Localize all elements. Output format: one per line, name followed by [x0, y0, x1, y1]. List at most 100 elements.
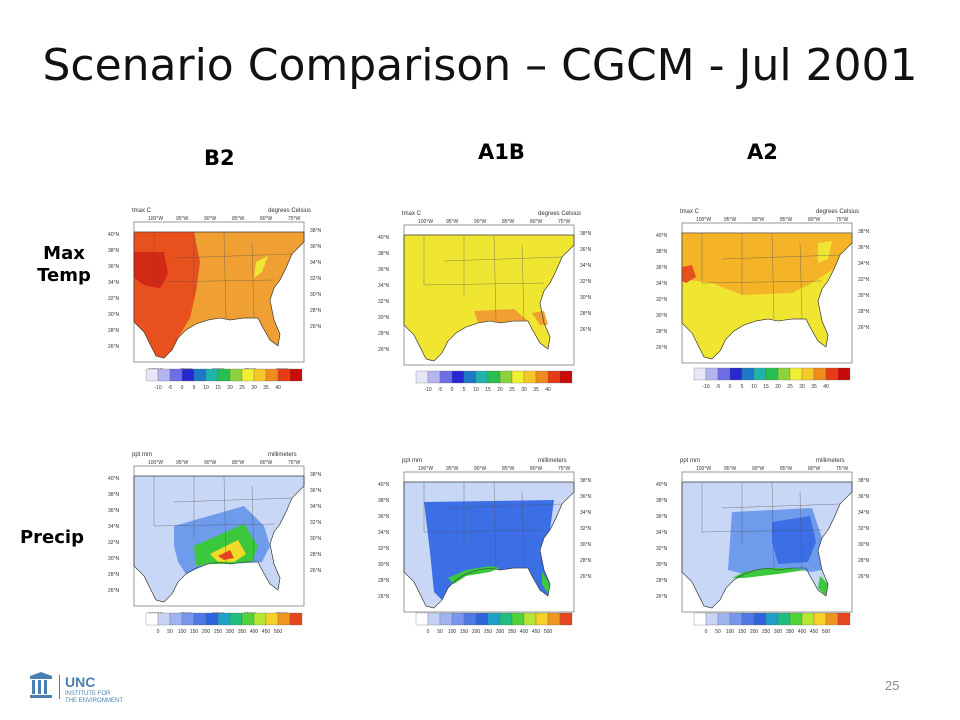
colorbar-swatch: [717, 367, 731, 381]
map-units-label: millimeters: [816, 458, 845, 464]
colorbar-swatch: [825, 367, 839, 381]
lon-tick-top: 75°W: [558, 466, 571, 472]
colorbar-label: 350: [508, 629, 517, 635]
colorbar-swatch: [439, 612, 453, 626]
colorbar-label: 450: [262, 629, 271, 635]
lat-tick-right: 36°N: [580, 494, 592, 500]
colorbar-label: 250: [214, 629, 223, 635]
colorbar-label: 300: [496, 629, 505, 635]
lat-tick-right: 38°N: [858, 229, 870, 235]
colorbar-label: 10: [751, 384, 757, 390]
lat-tick-right: 36°N: [310, 488, 322, 494]
lon-tick-top: 90°W: [204, 216, 217, 222]
lat-tick-left: 34°N: [656, 281, 668, 287]
colorbar-swatch: [753, 367, 767, 381]
lat-tick-left: 34°N: [108, 524, 120, 530]
colorbar-label: -5: [438, 387, 443, 393]
colorbar-swatch: [475, 370, 489, 384]
lat-tick-left: 30°N: [108, 556, 120, 562]
colorbar-label: 10: [473, 387, 479, 393]
lat-tick-right: 28°N: [310, 552, 322, 558]
lat-tick-right: 36°N: [580, 247, 592, 253]
colorbar-label: -10: [154, 385, 161, 391]
lon-tick-top: 100°W: [148, 216, 163, 222]
unc-logo-graphic: UNC INSTITUTE FOR THE ENVIRONMENT: [30, 672, 123, 704]
colorbar-label: 35: [811, 384, 817, 390]
colorbar-swatch: [499, 612, 513, 626]
colorbar-swatch: [157, 612, 171, 626]
colorbar-label: 15: [763, 384, 769, 390]
colorbar-swatch: [463, 612, 477, 626]
lon-tick-top: 100°W: [696, 466, 711, 472]
max-temp-map-a1b: tmax C degrees Celsius 100°W 95°W 90°W 85°W 80…: [372, 203, 602, 393]
lon-tick-top: 95°W: [176, 460, 189, 466]
colorbar-swatch: [741, 612, 755, 626]
colorbar-swatch: [169, 368, 183, 382]
colorbar-swatch: [825, 612, 839, 626]
colorbar-swatch: [693, 367, 707, 381]
lat-tick-right: 30°N: [580, 542, 592, 548]
lon-tick-top: 100°W: [418, 466, 433, 472]
lat-tick-left: 38°N: [656, 249, 668, 255]
lon-tick-top: 85°W: [232, 216, 245, 222]
colorbar-swatch: [789, 612, 803, 626]
lat-tick-left: 36°N: [108, 264, 120, 270]
colorbar-swatch: [765, 367, 779, 381]
lon-tick-top: 90°W: [474, 219, 487, 225]
lon-tick-top: 80°W: [260, 460, 273, 466]
lon-tick-top: 85°W: [780, 466, 793, 472]
lat-tick-right: 32°N: [310, 520, 322, 526]
lat-tick-right: 38°N: [580, 478, 592, 484]
colorbar-label: 20: [227, 385, 233, 391]
lon-tick-top: 80°W: [530, 466, 543, 472]
colorbar-label: 150: [190, 629, 199, 635]
column-label-a2: A2: [747, 140, 778, 164]
colorbar-swatch: [765, 612, 779, 626]
colorbar-swatch: [801, 612, 815, 626]
colorbar-label: 200: [202, 629, 211, 635]
colorbar-label: 0: [705, 629, 708, 635]
colorbar-swatch: [415, 612, 429, 626]
colorbar-label: 100: [178, 629, 187, 635]
colorbar-swatch: [205, 612, 219, 626]
lat-tick-left: 40°N: [108, 476, 120, 482]
colorbar-swatch: [169, 612, 183, 626]
lat-tick-left: 28°N: [108, 572, 120, 578]
lat-tick-left: 32°N: [108, 540, 120, 546]
colorbar-swatch: [837, 612, 851, 626]
colorbar-label: 15: [485, 387, 491, 393]
colorbar-swatch: [217, 368, 231, 382]
map-units-label: degrees Celsius: [268, 208, 311, 214]
lat-tick-left: 34°N: [656, 530, 668, 536]
lat-tick-left: 30°N: [656, 313, 668, 319]
colorbar-swatch: [415, 370, 429, 384]
lat-tick-left: 32°N: [378, 546, 390, 552]
lat-tick-left: 40°N: [378, 482, 390, 488]
colorbar-label: -5: [168, 385, 173, 391]
lat-tick-left: 32°N: [378, 299, 390, 305]
lon-tick-top: 85°W: [232, 460, 245, 466]
colorbar-swatch: [277, 612, 291, 626]
row-label-max-temp-text: Max Temp: [37, 243, 91, 286]
lon-tick-top: 90°W: [204, 460, 217, 466]
precip-colorbar-a1b: 0 50 100 150 200 250 300 350 400 450 500: [414, 612, 574, 636]
colorbar-swatch: [535, 612, 549, 626]
colorbar-label: 15: [215, 385, 221, 391]
colorbar-label: 500: [274, 629, 283, 635]
colorbar-swatch: [265, 368, 279, 382]
colorbar-swatch: [253, 368, 267, 382]
colorbar-label: 25: [509, 387, 515, 393]
lat-tick-right: 26°N: [858, 325, 870, 331]
colorbar-swatch: [487, 612, 501, 626]
map-units-label: degrees Celsius: [816, 209, 859, 215]
column-label-b2: B2: [204, 146, 235, 170]
colorbar-swatch: [451, 612, 465, 626]
colorbar-swatch: [487, 370, 501, 384]
map-variable-label: tmax C: [402, 211, 422, 217]
colorbar-label: 20: [775, 384, 781, 390]
lat-tick-right: 34°N: [310, 504, 322, 510]
colorbar-swatch: [451, 370, 465, 384]
lat-tick-right: 32°N: [580, 526, 592, 532]
colorbar-label: 350: [238, 629, 247, 635]
lat-tick-left: 40°N: [108, 232, 120, 238]
